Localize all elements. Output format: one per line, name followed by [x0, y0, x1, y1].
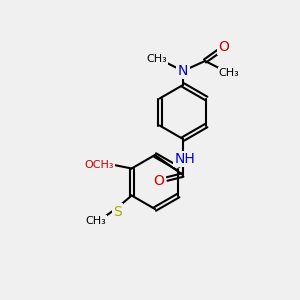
Text: NH: NH — [175, 152, 195, 166]
Text: O: O — [219, 40, 230, 54]
Text: CH₃: CH₃ — [85, 217, 106, 226]
Text: OCH₃: OCH₃ — [85, 160, 114, 170]
Text: O: O — [154, 174, 164, 188]
Text: CH₃: CH₃ — [147, 54, 167, 64]
Text: S: S — [113, 205, 122, 218]
Text: CH₃: CH₃ — [219, 68, 239, 78]
Text: N: N — [178, 64, 188, 78]
